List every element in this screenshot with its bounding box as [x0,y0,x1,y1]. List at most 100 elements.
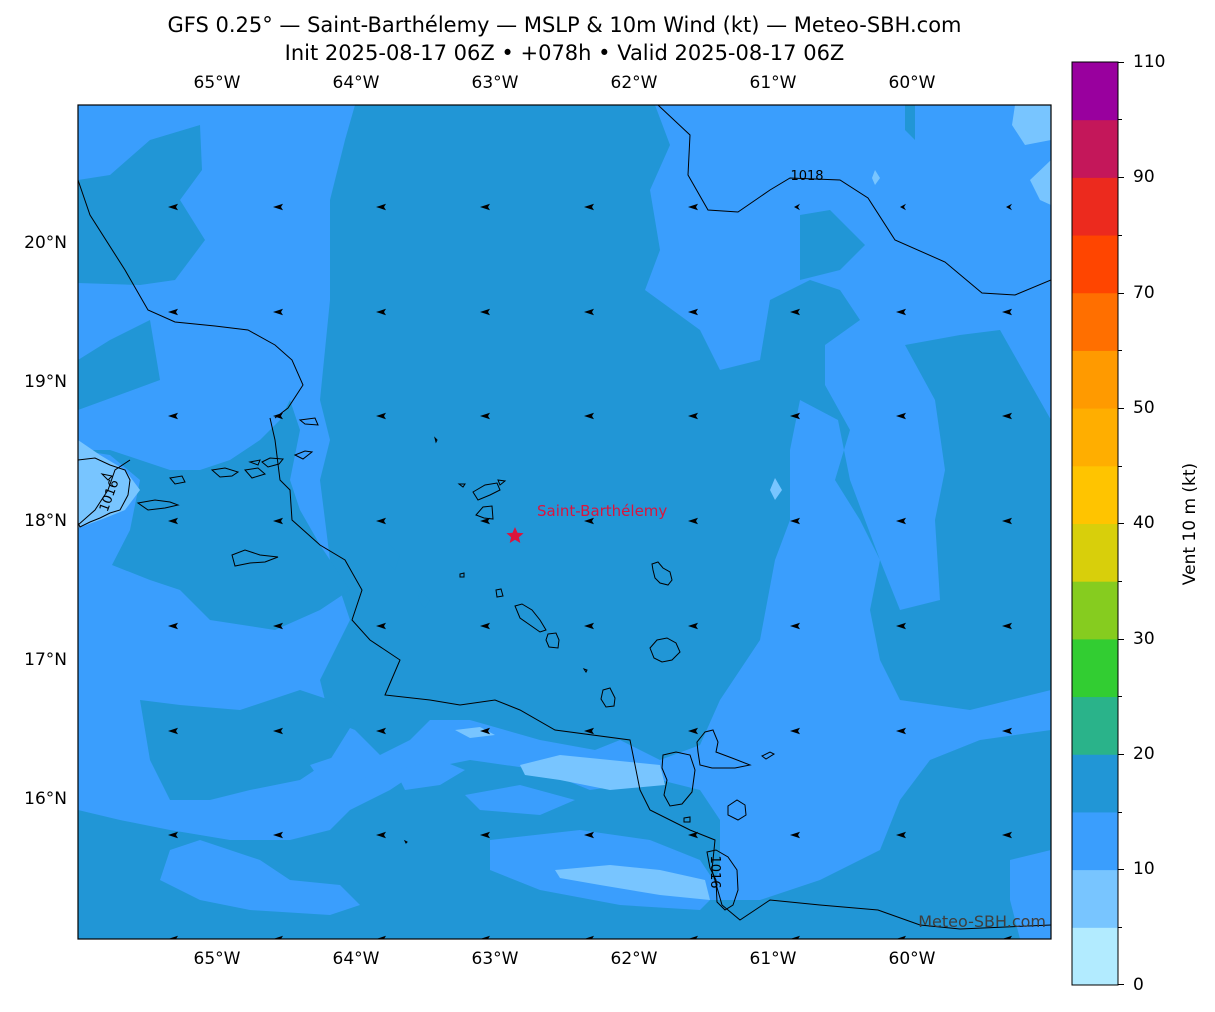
wind-arrow-icon [273,831,283,839]
colorbar-tick [1118,466,1122,467]
wind-arrow-icon [790,308,800,316]
wind-arrow-icon [896,308,906,316]
lat-label: 20°N [24,233,67,253]
wind-arrow-icon [790,935,800,939]
colorbar-segment [1072,465,1118,524]
colorbar-tick-label: 40 [1133,513,1155,533]
wind-arrow-icon [688,727,698,735]
wind-arrow-icon [688,203,698,211]
wind-arrow-icon [688,412,698,420]
wind-arrow-icon [376,935,386,939]
location-label: Saint-Barthélemy [537,502,667,520]
wind-arrow-icon [273,203,283,211]
wind-arrow-icon [168,517,178,525]
colorbar-segment [1072,811,1118,871]
wind-arrow-icon [790,517,800,525]
lon-label-bottom: 62°W [610,949,658,969]
lat-label: 16°N [24,789,67,809]
wind-arrow-icon [480,935,490,939]
wind-arrow-icon [688,517,698,525]
wind-arrow-icon [273,727,283,735]
isobar-label: 1016 [707,855,722,888]
wind-arrow-icon [273,308,283,316]
colorbar-tick [1118,408,1124,409]
colorbar-tick [1118,754,1124,755]
colorbar-tick [1118,119,1122,120]
wind-arrow-icon [584,412,594,420]
lon-label-top: 62°W [610,73,658,93]
wind-vectors [168,203,1012,939]
wind-arrow-icon [1002,517,1012,525]
wind-arrow-icon [273,935,283,939]
colorbar-segment [1072,235,1118,294]
colorbar-tick [1118,927,1122,928]
wind-arrow-icon [584,517,594,525]
lat-label: 18°N [24,511,67,531]
lon-label-bottom: 65°W [193,949,241,969]
wind-arrow-icon [584,203,594,211]
colorbar-tick-label: 0 [1133,975,1144,995]
colorbar-tick [1118,62,1124,63]
location-star-icon [506,527,524,543]
colorbar-tick [1118,639,1124,640]
lon-label-top: 60°W [888,73,936,93]
wind-arrow-icon [688,831,698,839]
colorbar-segment [1072,927,1118,986]
wind-arrow-icon [896,727,906,735]
wind-arrow-icon [790,622,800,630]
wind-arrow-icon [790,412,800,420]
wind-arrow-icon [480,308,490,316]
wind-arrow-icon [376,308,386,316]
watermark: Meteo-SBH.com [918,912,1046,931]
wind-arrow-icon [584,308,594,316]
colorbar-segment [1072,62,1118,121]
colorbar-tick-label: 10 [1133,859,1155,879]
wind-arrow-icon [790,831,800,839]
wind-arrow-icon [168,622,178,630]
wind-arrow-icon [376,831,386,839]
colorbar-segment [1072,292,1118,351]
colorbar-tick [1118,235,1122,236]
coastlines [78,417,776,911]
colorbar-label: Vent 10 m (kt) [1180,462,1200,586]
colorbar-tick-label: 70 [1133,283,1155,303]
colorbar-segment [1072,119,1118,178]
colorbar-segment [1072,350,1118,409]
wind-arrow-icon [1002,622,1012,630]
map-subtitle: Init 2025-08-17 06Z • +078h • Valid 2025… [284,41,845,65]
wind-arrow-icon [900,203,906,211]
lon-label-bottom: 63°W [471,949,519,969]
wind-arrow-icon [376,412,386,420]
map-title: GFS 0.25° — Saint-Barthélemy — MSLP & 10… [167,13,962,37]
wind-arrow-icon [480,203,490,211]
colorbar-tick [1118,350,1122,351]
colorbar-segment [1072,408,1118,467]
wind-arrow-icon [480,727,490,735]
wind-arrow-icon [168,203,178,211]
colorbar-tick-label: 20 [1133,744,1155,764]
wind-arrow-icon [1006,203,1012,211]
lon-label-bottom: 60°W [888,949,936,969]
colorbar-tick [1118,177,1124,178]
wind-arrow-icon [273,412,283,420]
wind-arrow-icon [376,727,386,735]
wind-arrow-icon [896,935,906,939]
wind-arrow-icon [168,727,178,735]
wind-arrow-icon [1002,308,1012,316]
wind-arrow-icon [896,412,906,420]
lon-label-top: 64°W [332,73,380,93]
wind-arrow-icon [896,622,906,630]
wind-arrow-icon [1002,935,1012,939]
colorbar-tick-label: 30 [1133,629,1155,649]
wind-speed-field: 1018 1016 1016 [78,105,1051,939]
wind-arrow-icon [584,622,594,630]
lat-label: 19°N [24,372,67,392]
colorbar-segment [1072,581,1118,640]
colorbar-tick [1118,812,1122,813]
wind-arrow-icon [896,517,906,525]
wind-arrow-icon [688,308,698,316]
wind-arrow-icon [376,622,386,630]
wind-arrow-icon [1002,412,1012,420]
wind-arrow-icon [480,517,490,525]
